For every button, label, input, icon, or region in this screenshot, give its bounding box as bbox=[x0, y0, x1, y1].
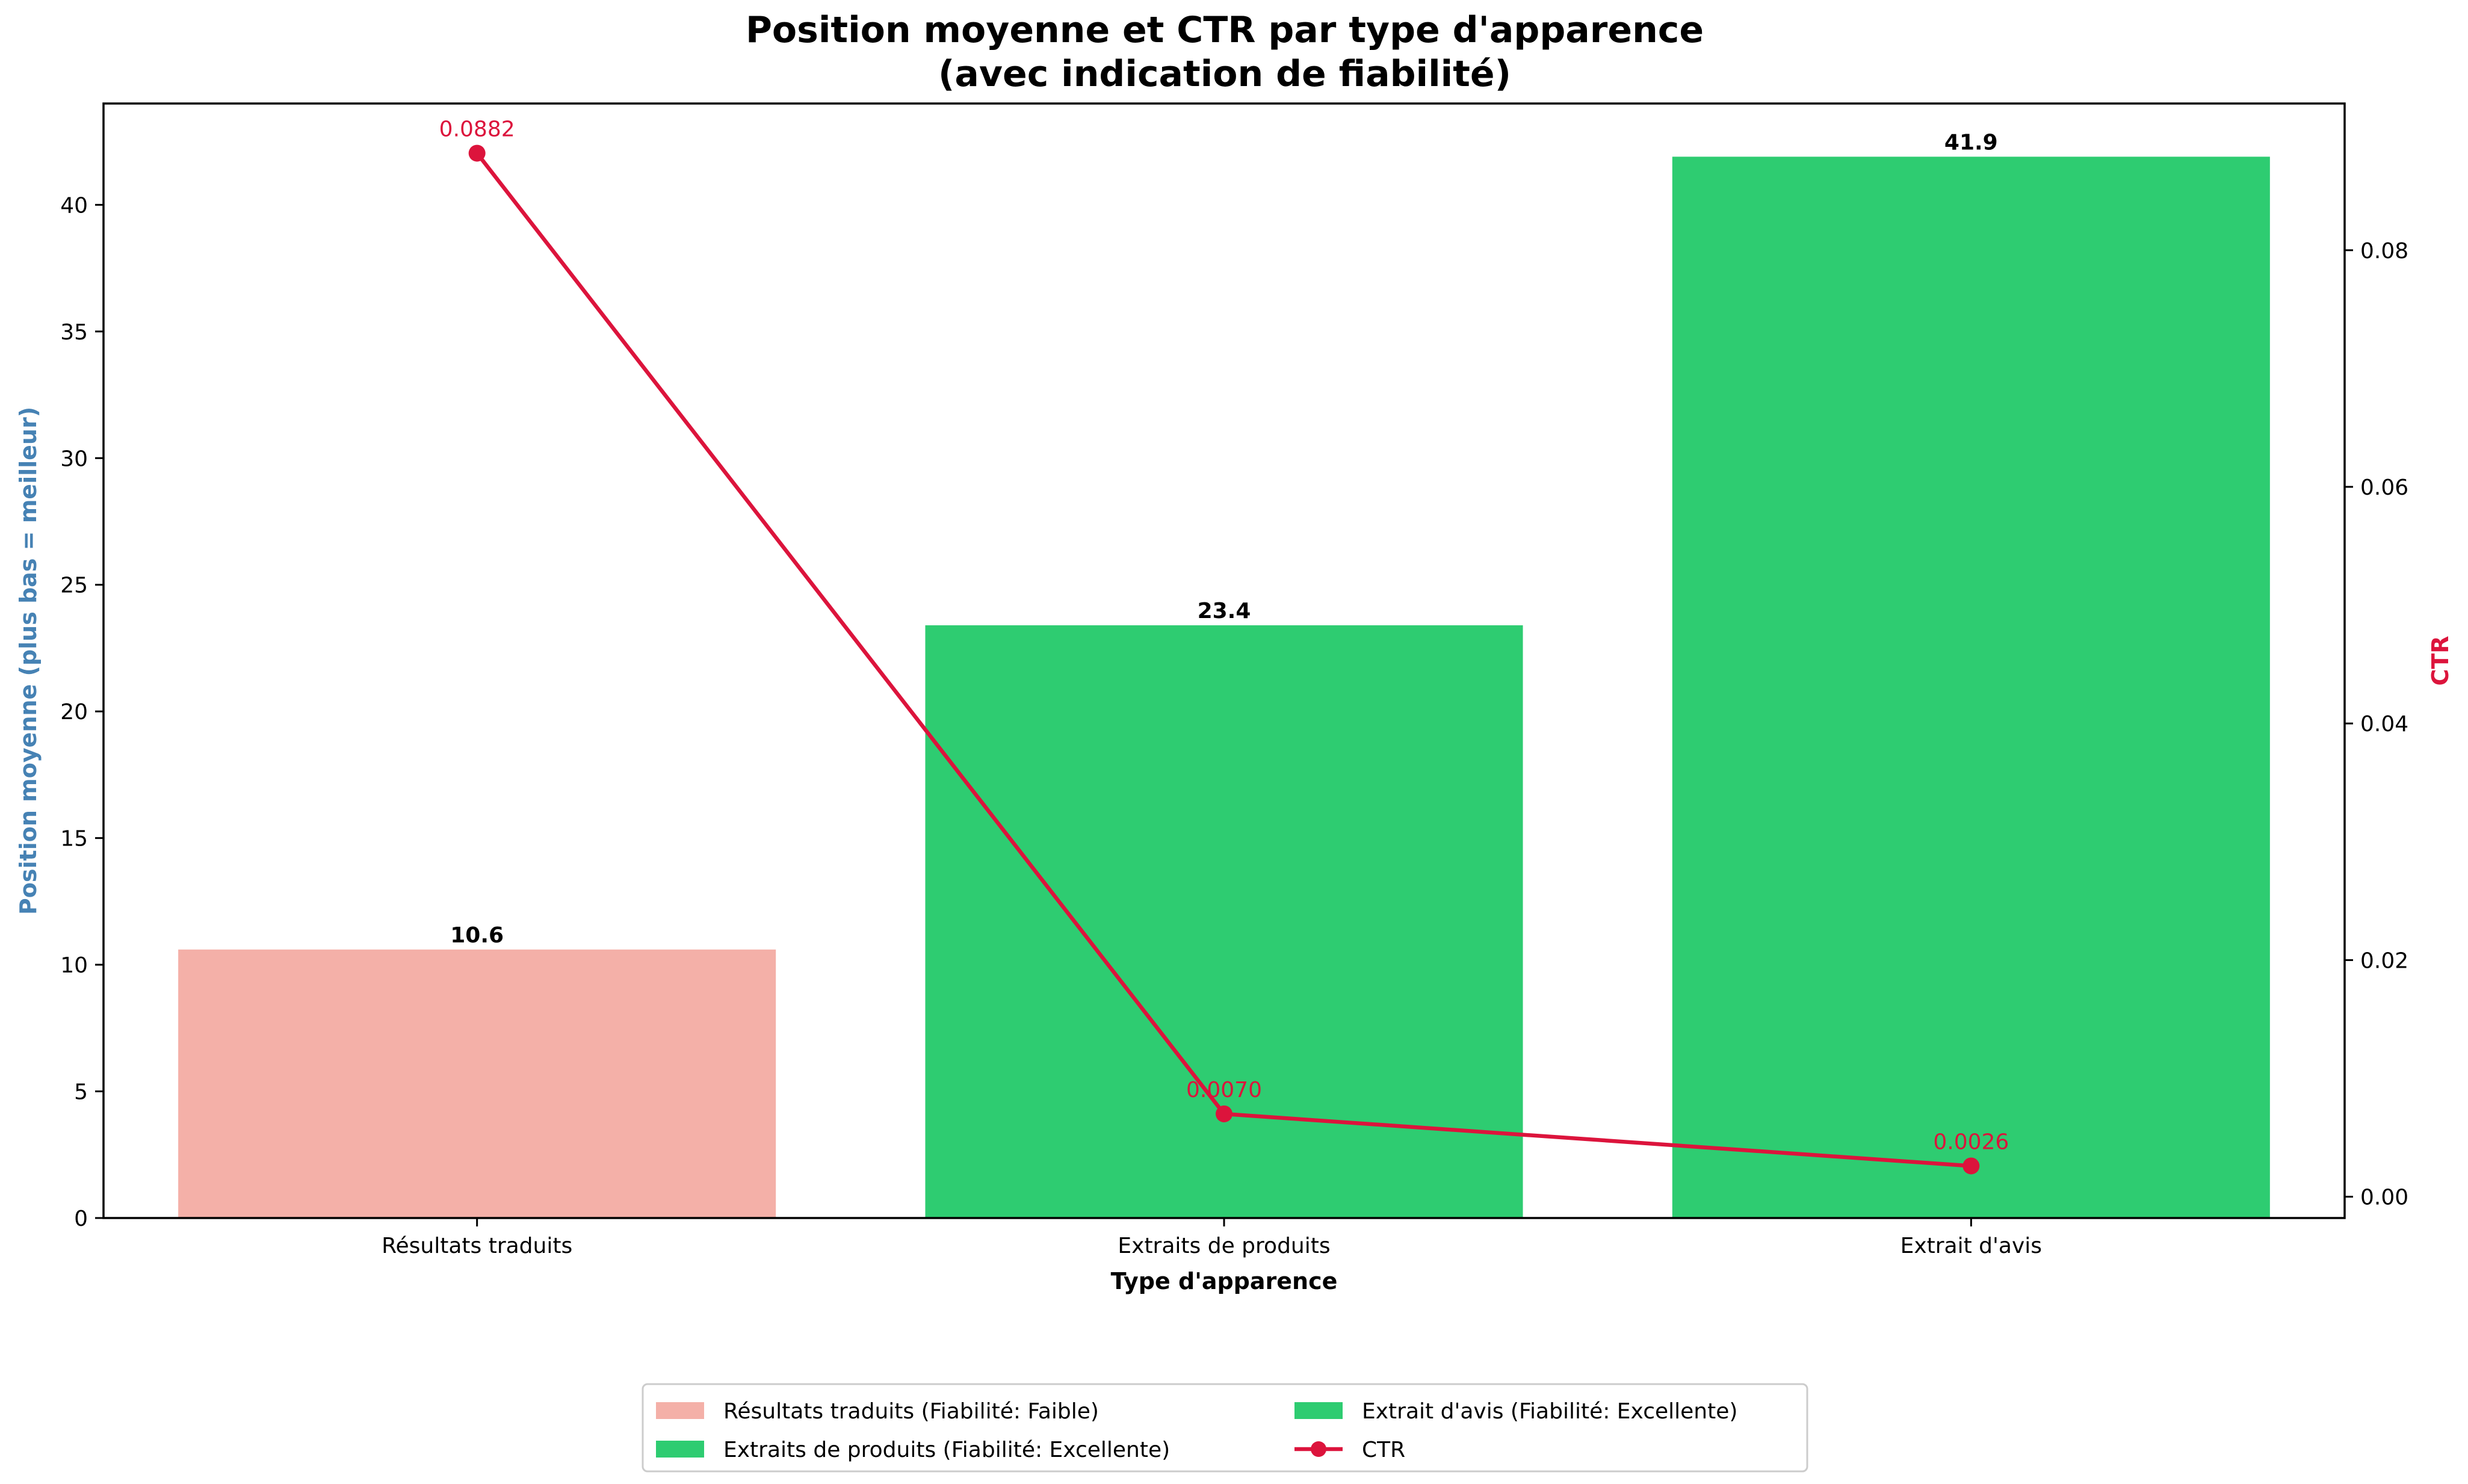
bar bbox=[178, 949, 776, 1218]
ctr-point bbox=[468, 144, 486, 162]
legend-label: CTR bbox=[1362, 1438, 1405, 1462]
bar-value-label: 41.9 bbox=[1944, 130, 1998, 155]
y-tick-label-left: 30 bbox=[60, 447, 88, 471]
plot-area: 10.6 23.4 41.9 0 5 10 15 20 25 30 35 40 0.00 0.02 0.04… bbox=[60, 117, 2408, 1258]
y-axis-label-right: CTR bbox=[2427, 635, 2454, 685]
y-tick-label-left: 20 bbox=[60, 700, 88, 725]
chart-title: Position moyenne et CTR par type d'appar… bbox=[746, 9, 1704, 51]
bar bbox=[1672, 156, 2270, 1219]
x-tick-label: Extrait d'avis bbox=[1900, 1234, 2042, 1258]
chart-subtitle: (avec indication de fiabilité) bbox=[938, 53, 1511, 95]
plot-frame bbox=[102, 102, 2346, 1219]
ctr-value-label: 0.0070 bbox=[1186, 1078, 1262, 1102]
y-tick-label-right: 0.00 bbox=[2360, 1186, 2408, 1210]
legend-label: Extrait d'avis (Fiabilité: Excellente) bbox=[1362, 1399, 1737, 1424]
legend-swatch bbox=[656, 1441, 704, 1458]
legend-label: Extraits de produits (Fiabilité: Excelle… bbox=[723, 1438, 1170, 1462]
legend-label: Résultats traduits (Fiabilité: Faible) bbox=[723, 1399, 1099, 1424]
x-axis-label: Type d'apparence bbox=[1111, 1268, 1338, 1294]
x-tick-label: Extraits de produits bbox=[1118, 1234, 1330, 1258]
y-axis-label-left: Position moyenne (plus bas = meilleur) bbox=[15, 407, 42, 915]
legend-marker bbox=[1311, 1441, 1326, 1457]
bar-value-label: 10.6 bbox=[450, 923, 504, 948]
y-tick-label-right: 0.04 bbox=[2360, 712, 2408, 737]
y-tick-label-right: 0.06 bbox=[2360, 475, 2408, 500]
legend-swatch bbox=[1294, 1402, 1343, 1419]
y-tick-label-left: 15 bbox=[60, 827, 88, 852]
y-tick-label-left: 40 bbox=[60, 193, 88, 218]
ctr-value-label: 0.0882 bbox=[439, 117, 515, 142]
ctr-point bbox=[1962, 1157, 1980, 1175]
y-tick-label-left: 35 bbox=[60, 320, 88, 345]
y-tick-label-left: 25 bbox=[60, 574, 88, 598]
x-tick-label: Résultats traduits bbox=[382, 1234, 572, 1258]
y-tick-label-left: 0 bbox=[74, 1207, 88, 1231]
y-tick-label-right: 0.08 bbox=[2360, 239, 2408, 264]
y-tick-label-right: 0.02 bbox=[2360, 948, 2408, 973]
legend-box bbox=[642, 1383, 1808, 1473]
legend-swatch bbox=[656, 1402, 704, 1419]
legend: Résultats traduits (Fiabilité: Faible) Ex… bbox=[642, 1383, 1808, 1473]
y-tick-label-left: 10 bbox=[60, 953, 88, 978]
ctr-point bbox=[1216, 1105, 1232, 1122]
ctr-value-label: 0.0026 bbox=[1933, 1130, 2009, 1154]
y-tick-label-left: 5 bbox=[74, 1080, 88, 1105]
bar-value-label: 23.4 bbox=[1198, 599, 1251, 623]
